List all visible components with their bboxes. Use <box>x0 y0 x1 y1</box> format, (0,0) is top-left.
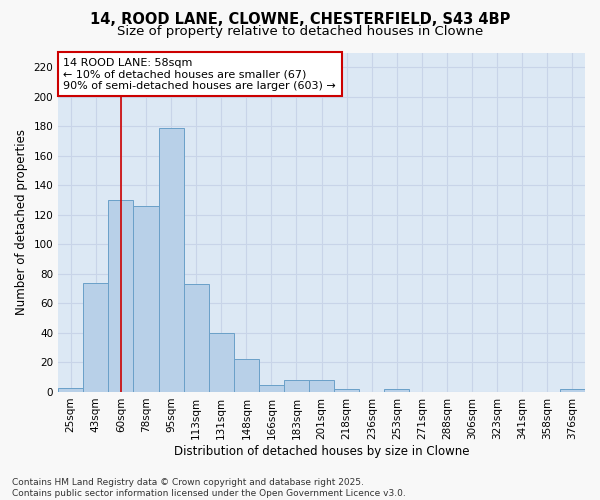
Bar <box>234 360 259 392</box>
Bar <box>259 384 284 392</box>
Bar <box>58 388 83 392</box>
Bar <box>309 380 334 392</box>
Text: 14 ROOD LANE: 58sqm
← 10% of detached houses are smaller (67)
90% of semi-detach: 14 ROOD LANE: 58sqm ← 10% of detached ho… <box>64 58 336 91</box>
Text: Size of property relative to detached houses in Clowne: Size of property relative to detached ho… <box>117 25 483 38</box>
Bar <box>560 389 585 392</box>
Bar <box>385 389 409 392</box>
Bar <box>209 333 234 392</box>
Bar <box>284 380 309 392</box>
Bar <box>334 389 359 392</box>
X-axis label: Distribution of detached houses by size in Clowne: Distribution of detached houses by size … <box>174 444 469 458</box>
Bar <box>83 282 109 392</box>
Y-axis label: Number of detached properties: Number of detached properties <box>15 129 28 315</box>
Text: 14, ROOD LANE, CLOWNE, CHESTERFIELD, S43 4BP: 14, ROOD LANE, CLOWNE, CHESTERFIELD, S43… <box>90 12 510 28</box>
Text: Contains HM Land Registry data © Crown copyright and database right 2025.
Contai: Contains HM Land Registry data © Crown c… <box>12 478 406 498</box>
Bar <box>158 128 184 392</box>
Bar <box>133 206 158 392</box>
Bar <box>109 200 133 392</box>
Bar <box>184 284 209 392</box>
